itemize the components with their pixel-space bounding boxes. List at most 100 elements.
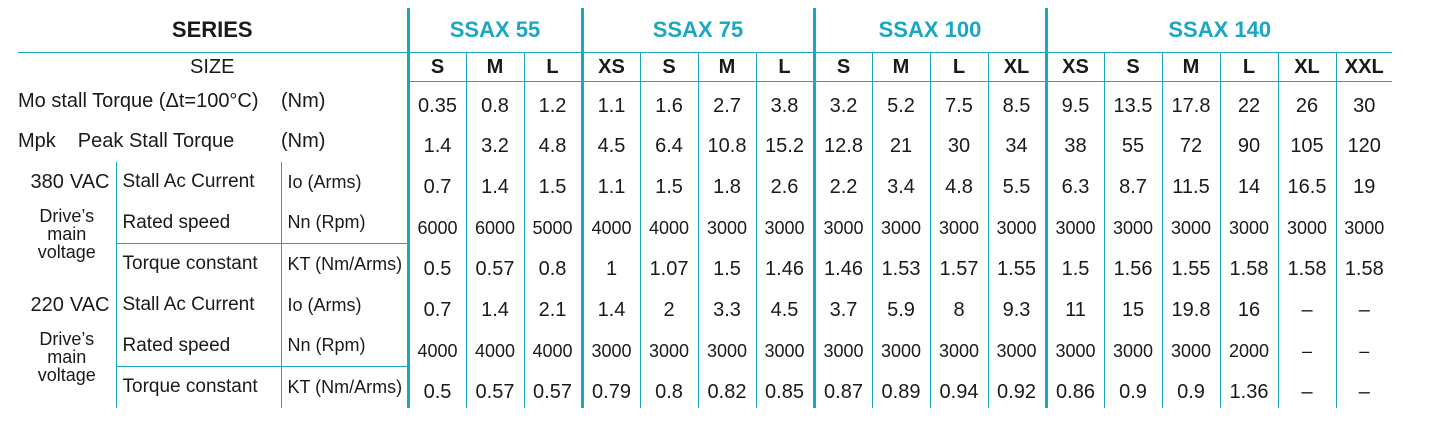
value-cell: 0.92 bbox=[987, 366, 1046, 408]
size-cell: M bbox=[1161, 52, 1220, 82]
drive-label-line: main bbox=[47, 346, 87, 367]
value-cell: 3000 bbox=[812, 325, 872, 367]
speed-label: Rated speed bbox=[115, 202, 281, 244]
value-cell: 0.8 bbox=[523, 243, 582, 285]
value-cell: 4000 bbox=[580, 202, 640, 244]
voltage-label: 380 VAC bbox=[18, 162, 116, 203]
value-cell: 1.5 bbox=[1044, 243, 1104, 285]
value-cell: 0.9 bbox=[1161, 366, 1220, 408]
value-cell: – bbox=[1335, 325, 1392, 367]
value-cell: 3000 bbox=[1161, 202, 1220, 244]
mpk-unit: (Nm) bbox=[281, 130, 326, 152]
size-cell: L bbox=[523, 52, 582, 82]
value-cell: 72 bbox=[1161, 121, 1220, 162]
size-header: SIZE bbox=[18, 52, 408, 82]
mo-unit: (Nm) bbox=[281, 90, 326, 112]
value-cell: 14 bbox=[1219, 161, 1278, 203]
value-cell: – bbox=[1335, 366, 1392, 408]
value-cell: 3000 bbox=[580, 325, 640, 367]
value-cell: 3000 bbox=[871, 325, 930, 367]
series-name: SSAX 100 bbox=[812, 8, 1046, 53]
value-cell: 3000 bbox=[987, 325, 1046, 367]
value-cell: 22 bbox=[1219, 81, 1278, 122]
value-cell: 0.7 bbox=[406, 284, 466, 326]
drive-label-line: Drive’s bbox=[39, 328, 95, 349]
value-cell: 11.5 bbox=[1161, 161, 1220, 203]
value-cell: 15.2 bbox=[755, 121, 814, 162]
value-cell: 1.6 bbox=[639, 81, 698, 122]
value-cell: 17.8 bbox=[1161, 81, 1220, 122]
value-cell: 0.94 bbox=[929, 366, 988, 408]
value-cell: – bbox=[1277, 284, 1336, 326]
value-cell: 3000 bbox=[1103, 202, 1162, 244]
value-cell: 0.85 bbox=[755, 366, 814, 408]
torque-unit: KT (Nm/Arms) bbox=[280, 366, 408, 408]
value-cell: 12.8 bbox=[812, 121, 872, 162]
size-cell: XXL bbox=[1335, 52, 1392, 82]
value-cell: 3000 bbox=[697, 202, 756, 244]
value-cell: 1.4 bbox=[465, 284, 524, 326]
value-cell: 0.7 bbox=[406, 161, 466, 203]
value-cell: 9.3 bbox=[987, 284, 1046, 326]
value-cell: 0.8 bbox=[465, 81, 524, 122]
value-cell: 8.7 bbox=[1103, 161, 1162, 203]
value-cell: 2 bbox=[639, 284, 698, 326]
value-cell: 0.9 bbox=[1103, 366, 1162, 408]
value-cell: 38 bbox=[1044, 121, 1104, 162]
torque-label: Torque constant bbox=[115, 366, 281, 408]
value-cell: 1.4 bbox=[580, 284, 640, 326]
value-cell: 3000 bbox=[1044, 202, 1104, 244]
value-cell: 19 bbox=[1335, 161, 1392, 203]
value-cell: 13.5 bbox=[1103, 81, 1162, 122]
value-cell: 1.07 bbox=[639, 243, 698, 285]
value-cell: 1.46 bbox=[755, 243, 814, 285]
value-cell: 9.5 bbox=[1044, 81, 1104, 122]
value-cell: 4.8 bbox=[523, 121, 582, 162]
size-cell: M bbox=[871, 52, 930, 82]
value-cell: 1.1 bbox=[580, 81, 640, 122]
value-cell: 1.1 bbox=[580, 161, 640, 203]
value-cell: 5.9 bbox=[871, 284, 930, 326]
value-cell: 30 bbox=[929, 121, 988, 162]
value-cell: 2.6 bbox=[755, 161, 814, 203]
value-cell: 0.79 bbox=[580, 366, 640, 408]
value-cell: 3000 bbox=[639, 325, 698, 367]
drive-voltage-label: Drive’s main voltage bbox=[18, 326, 116, 408]
voltage-label: 220 VAC bbox=[18, 285, 116, 326]
value-cell: 1.4 bbox=[406, 121, 466, 162]
drive-label-line: main bbox=[47, 223, 87, 244]
value-cell: 0.8 bbox=[639, 366, 698, 408]
value-cell: 1.5 bbox=[523, 161, 582, 203]
value-cell: 90 bbox=[1219, 121, 1278, 162]
value-cell: 5000 bbox=[523, 202, 582, 244]
spec-table: SERIES SSAX 55 SSAX 75 SSAX 100 SSAX 140 SIZE… bbox=[18, 8, 1392, 408]
value-cell: 3000 bbox=[755, 325, 814, 367]
mpk-label: Mpk Peak Stall Torque bbox=[18, 122, 281, 162]
current-unit: Io (Arms) bbox=[280, 161, 408, 203]
value-cell: 1.46 bbox=[812, 243, 872, 285]
value-cell: 3000 bbox=[929, 325, 988, 367]
value-cell: 1.58 bbox=[1335, 243, 1392, 285]
value-cell: 1.5 bbox=[639, 161, 698, 203]
series-name: SSAX 140 bbox=[1044, 8, 1392, 53]
value-cell: 2000 bbox=[1219, 325, 1278, 367]
value-cell: 30 bbox=[1335, 81, 1392, 122]
value-cell: 5.2 bbox=[871, 81, 930, 122]
value-cell: 0.57 bbox=[523, 366, 582, 408]
voltage-suffix: VAC bbox=[69, 170, 110, 193]
series-header: SERIES bbox=[171, 17, 253, 42]
value-cell: 2.2 bbox=[812, 161, 872, 203]
torque-label: Torque constant bbox=[115, 243, 281, 285]
value-cell: 1.57 bbox=[929, 243, 988, 285]
value-cell: 1.36 bbox=[1219, 366, 1278, 408]
value-cell: 0.57 bbox=[465, 366, 524, 408]
value-cell: – bbox=[1277, 325, 1336, 367]
value-cell: 0.86 bbox=[1044, 366, 1104, 408]
value-cell: 4.8 bbox=[929, 161, 988, 203]
mpk-desc: Peak Stall Torque bbox=[77, 130, 235, 152]
value-cell: 4000 bbox=[465, 325, 524, 367]
value-cell: 16.5 bbox=[1277, 161, 1336, 203]
value-cell: 6.4 bbox=[639, 121, 698, 162]
size-cell: XL bbox=[987, 52, 1046, 82]
value-cell: 3000 bbox=[1277, 202, 1336, 244]
